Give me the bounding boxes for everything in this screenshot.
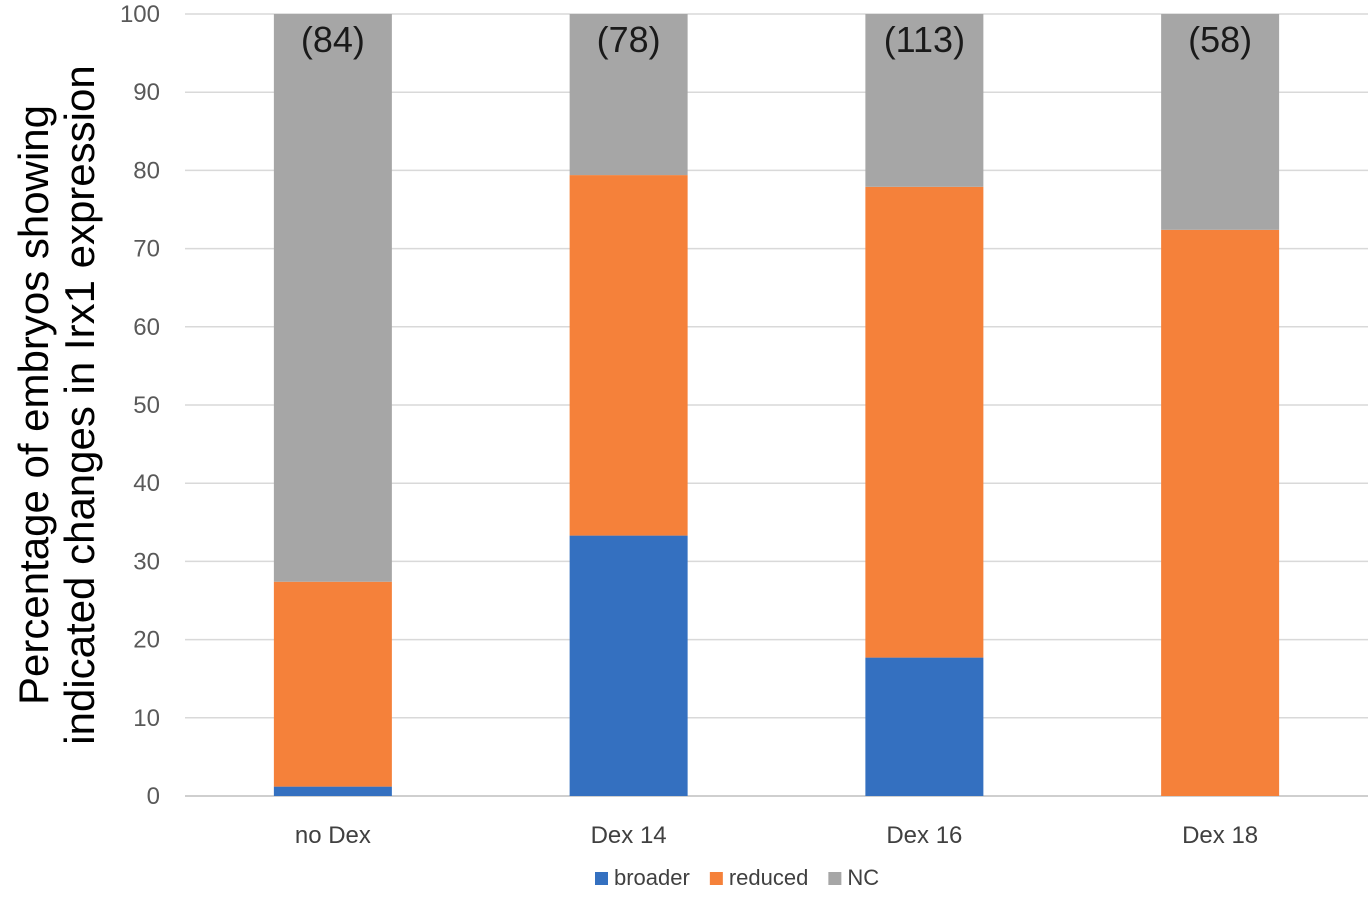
x-category-label: Dex 16 [886, 822, 962, 849]
y-tick-label: 70 [133, 236, 160, 263]
y-tick-label: 60 [133, 314, 160, 341]
sample-size-label: (78) [597, 19, 661, 60]
y-tick-label: 0 [147, 783, 160, 810]
y-axis-title-line-2: indicated changes in Irx1 expression [56, 65, 103, 744]
legend-label-reduced: reduced [729, 865, 809, 890]
y-tick-label: 10 [133, 705, 160, 732]
bars [273, 14, 1280, 796]
legend: broader reduced NC [595, 865, 879, 890]
y-axis-title-line-1: Percentage of embryos showing [10, 105, 57, 705]
y-tick-label: 100 [120, 1, 160, 28]
y-tick-label: 80 [133, 157, 160, 184]
bar-segment-reduced [865, 186, 984, 658]
y-tick-label: 90 [133, 79, 160, 106]
bar-segment-reduced [569, 175, 688, 536]
bar-segment-nc [865, 14, 984, 187]
bar-segment-nc [273, 14, 392, 582]
legend-swatch-reduced [709, 872, 723, 885]
bar-segment-reduced [1161, 229, 1280, 796]
sample-size-label: (113) [884, 19, 965, 60]
bar-segment-reduced [273, 581, 392, 787]
y-tick-label: 30 [133, 548, 160, 575]
x-category-label: Dex 18 [1182, 822, 1258, 849]
y-tick-label: 40 [133, 470, 160, 497]
y-tick-label: 50 [133, 392, 160, 419]
bar-segment-broader [273, 786, 392, 796]
category-labels: no Dex Dex 14 Dex 16 Dex 18 [295, 822, 1258, 849]
x-category-label: Dex 14 [591, 822, 667, 849]
sample-size-label: (84) [301, 19, 365, 60]
sample-size-labels: (84) (78) (113) (58) [301, 19, 1252, 60]
legend-label-nc: NC [847, 865, 879, 890]
sample-size-label: (58) [1188, 19, 1252, 60]
legend-label-broader: broader [614, 865, 690, 890]
bar-segment-broader [865, 657, 984, 796]
y-axis-title: Percentage of embryos showing indicated … [10, 65, 103, 744]
y-tick-labels: 0 10 20 30 40 50 60 70 80 90 100 [120, 1, 160, 810]
bar-segment-nc [569, 14, 688, 176]
y-tick-label: 20 [133, 627, 160, 654]
bar-segment-nc [1161, 14, 1280, 230]
bar-segment-broader [569, 535, 688, 796]
x-category-label: no Dex [295, 822, 371, 849]
legend-swatch-broader [595, 872, 608, 885]
legend-swatch-nc [828, 872, 842, 885]
